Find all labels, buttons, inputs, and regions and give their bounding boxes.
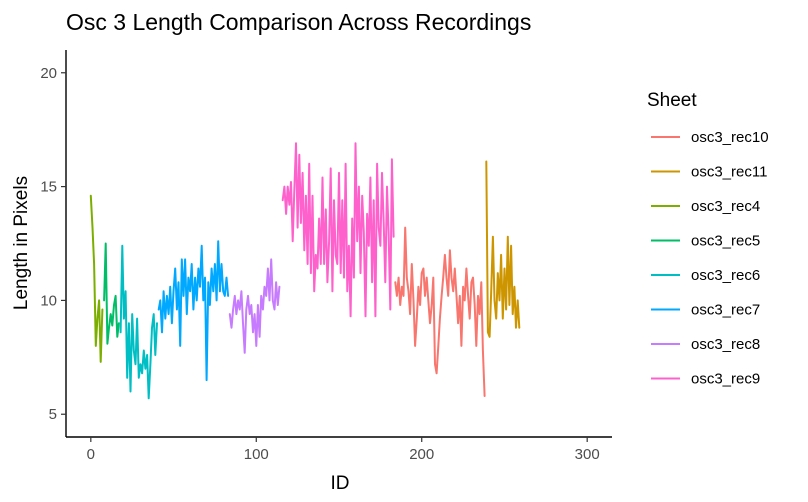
series-line-osc3_rec10 — [394, 226, 486, 397]
series-line-osc3_rec7 — [157, 240, 230, 382]
series-line-osc3_rec11 — [485, 160, 521, 338]
series-line-osc3_rec8 — [228, 258, 281, 354]
series-line-osc3_rec5 — [103, 242, 120, 345]
legend-label: osc3_rec7 — [691, 302, 760, 319]
chart-title: Osc 3 Length Comparison Across Recording… — [66, 9, 531, 35]
series-line-osc3_rec6 — [119, 244, 158, 400]
legend-items: osc3_rec10 osc3_rec11 osc3_rec4 osc3_rec5os… — [651, 129, 769, 388]
y-tick-label: 5 — [49, 406, 57, 423]
y-ticks: 5 10 15 20 — [40, 65, 66, 423]
legend-label: osc3_rec9 — [691, 371, 760, 388]
x-tick-label: 200 — [409, 446, 434, 463]
legend-label: osc3_rec11 — [691, 164, 767, 181]
legend-label: osc3_rec10 — [691, 129, 769, 146]
legend: Sheet osc3_rec10osc3_rec11osc3_rec4osc3_… — [647, 90, 769, 388]
y-tick-label: 20 — [40, 65, 57, 82]
plot-area: 0 100 200 300 5 10 15 20 — [40, 50, 612, 463]
x-axis-label: ID — [331, 473, 350, 494]
legend-label: osc3_rec5 — [691, 233, 760, 250]
legend-label: osc3_rec8 — [691, 336, 760, 353]
y-axis-label: Length in Pixels — [11, 176, 32, 310]
y-tick-label: 10 — [40, 292, 57, 309]
x-tick-label: 0 — [87, 446, 95, 463]
series-line-osc3_rec9 — [281, 142, 395, 318]
y-tick-label: 15 — [40, 179, 57, 196]
series-line-osc3_rec4 — [89, 194, 104, 363]
series-group — [89, 142, 521, 400]
x-tick-label: 300 — [575, 446, 600, 463]
x-ticks: 0 100 200 300 — [87, 437, 600, 463]
legend-label: osc3_rec6 — [691, 267, 760, 284]
legend-label: osc3_rec4 — [691, 198, 760, 215]
legend-title: Sheet — [647, 90, 697, 111]
x-tick-label: 100 — [244, 446, 269, 463]
